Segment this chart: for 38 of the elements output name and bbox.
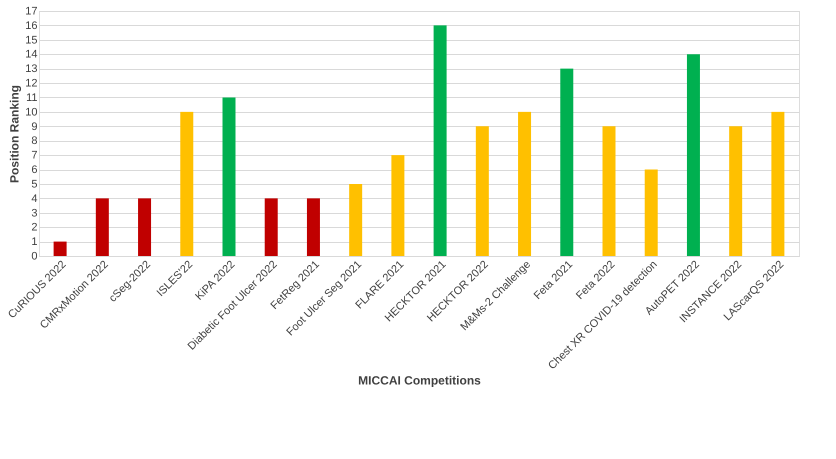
bar <box>349 184 362 256</box>
bar <box>476 126 489 256</box>
y-tick-label: 12 <box>25 78 38 90</box>
y-tick-label: 7 <box>31 150 38 162</box>
y-tick-label: 10 <box>25 106 38 118</box>
y-tick-label: 0 <box>31 250 38 262</box>
bar <box>180 112 194 256</box>
y-tick-label: 11 <box>26 92 38 104</box>
y-tick-label: 16 <box>25 20 38 32</box>
y-tick-label: 8 <box>31 135 38 148</box>
y-tick-label: 15 <box>25 34 38 46</box>
y-tick-label: 6 <box>31 164 38 176</box>
bar <box>518 112 532 256</box>
bar <box>54 242 67 256</box>
bar <box>138 198 152 256</box>
bar <box>729 126 742 256</box>
y-tick-label: 9 <box>31 120 38 133</box>
x-axis-title: MICCAI Competitions <box>358 373 482 388</box>
bar <box>96 198 109 256</box>
bar <box>560 68 574 256</box>
y-tick-label: 1 <box>31 236 38 248</box>
bar <box>644 170 658 256</box>
y-tick-label: 14 <box>25 48 38 61</box>
bar <box>686 54 700 256</box>
y-tick-label: 5 <box>31 178 38 190</box>
bar <box>264 198 278 256</box>
y-tick-label: 2 <box>31 222 38 234</box>
y-tick-label: 4 <box>31 192 38 205</box>
y-tick-label: 3 <box>31 207 38 220</box>
y-tick-label: 13 <box>25 63 38 76</box>
y-axis-title: Position Ranking <box>7 84 22 184</box>
bar <box>434 25 447 256</box>
bar <box>391 155 404 256</box>
bar <box>771 112 784 256</box>
bar <box>306 198 320 256</box>
bar <box>602 126 616 256</box>
bar <box>222 97 236 256</box>
y-tick-label: 17 <box>25 6 38 18</box>
